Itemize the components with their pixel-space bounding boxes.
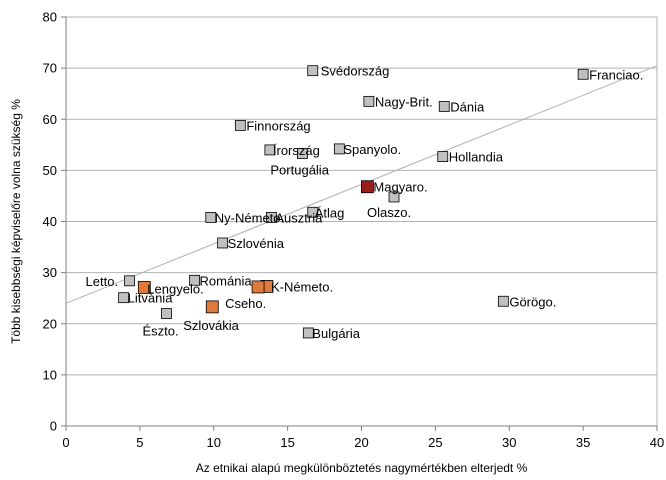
point-label: Finnország [246, 118, 310, 133]
label-layer: Svédország Franciao. Nagy-Brit. Dánia Finnor… [86, 64, 644, 341]
point-label: Dánia [450, 99, 485, 114]
point-label: Litvánia [128, 291, 174, 306]
data-point [251, 280, 265, 294]
data-point [307, 65, 319, 77]
point-layer [118, 65, 589, 339]
point-label: K-Németo. [271, 279, 333, 294]
point-label: Portugália [270, 163, 329, 178]
x-tick-label: 35 [576, 435, 590, 450]
data-point [302, 327, 314, 339]
data-point [205, 300, 219, 314]
data-point [118, 292, 130, 304]
axis-layer: 0 10 20 30 40 50 60 70 80 0 5 10 15 20 25 30 35 40 [43, 10, 665, 451]
x-tick-label: 30 [502, 435, 516, 450]
data-point [577, 68, 589, 80]
y-tick-label: 50 [43, 163, 57, 178]
data-point [296, 148, 308, 159]
data-point [137, 281, 151, 294]
data-point [388, 191, 400, 203]
point-label: Ausztria [275, 210, 323, 225]
point-label: Románia [200, 273, 253, 288]
point-label: Ny-Németo. [215, 210, 284, 225]
point-label: Olaszo. [367, 205, 411, 220]
point-label: Írország [273, 143, 320, 158]
y-tick-label: 30 [43, 265, 57, 280]
x-tick-label: 5 [136, 435, 143, 450]
data-point [217, 237, 229, 249]
point-label: Szlovákia [183, 318, 239, 333]
point-label: Magyaro. [373, 180, 427, 195]
point-label: Görögo. [509, 294, 556, 309]
point-label: Spanyolo. [343, 142, 401, 157]
x-tick-label: 20 [354, 435, 368, 450]
x-tick-label: 10 [207, 435, 221, 450]
grid-layer [66, 16, 657, 427]
x-tick-label: 0 [62, 435, 69, 450]
point-label: Nagy-Brit. [375, 94, 433, 109]
y-tick-label: 60 [43, 112, 57, 127]
data-point [189, 274, 200, 286]
data-point [497, 295, 509, 307]
x-tick-label: 15 [280, 435, 294, 450]
y-tick-label: 0 [50, 419, 57, 434]
point-label: Észto. [142, 324, 178, 339]
x-tick-label: 25 [428, 435, 442, 450]
data-point [361, 180, 374, 194]
data-point [265, 212, 277, 223]
data-point [234, 119, 246, 131]
point-label: Szlovénia [228, 236, 285, 251]
data-point [205, 212, 217, 223]
point-label: Cseho. [225, 296, 266, 311]
y-tick-label: 20 [43, 316, 57, 331]
y-tick-label: 10 [43, 367, 57, 382]
y-tick-label: 40 [43, 214, 57, 229]
point-label: Svédország [321, 64, 390, 79]
point-label: Bulgária [312, 326, 360, 341]
point-label: Átlag [315, 205, 345, 220]
point-label: Hollandia [449, 150, 504, 165]
data-point [264, 144, 276, 156]
data-point [307, 206, 319, 218]
data-point [437, 151, 449, 162]
data-point [333, 143, 345, 155]
point-label: Franciao. [589, 67, 643, 82]
y-tick-label: 70 [43, 61, 57, 76]
y-axis-title: Több kisebbségi képviselőre volna szüksé… [9, 99, 23, 344]
x-axis-title: Az etnikai alapú megkülönböztetés nagymé… [196, 461, 528, 475]
data-point [124, 275, 135, 287]
y-tick-label: 80 [43, 10, 57, 25]
data-point [438, 101, 450, 112]
point-label: Letto. [86, 274, 119, 289]
point-label: Lengyelo. [147, 281, 203, 296]
data-point [161, 308, 172, 319]
data-point [363, 95, 375, 107]
x-tick-label: 40 [650, 435, 664, 450]
